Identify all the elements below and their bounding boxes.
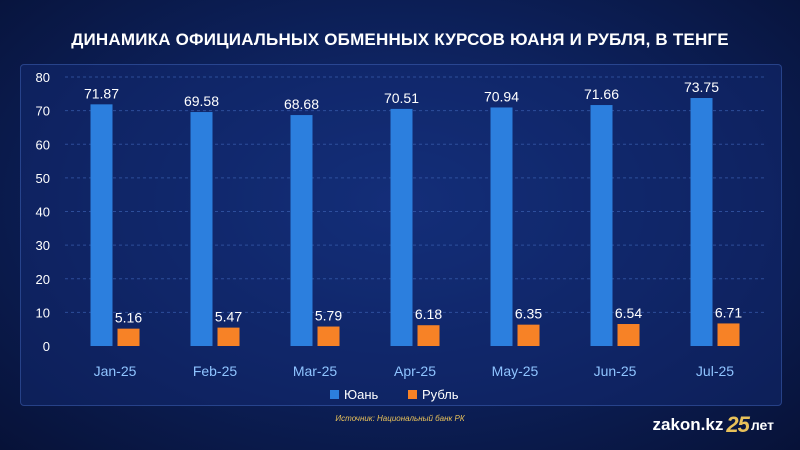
data-label-yuan: 70.51 <box>384 90 419 106</box>
source-note: Источник: Национальный банк РК <box>335 414 465 423</box>
bar-ruble <box>217 327 240 346</box>
bar-yuan <box>690 98 713 346</box>
bar-ruble <box>117 328 140 346</box>
data-label-yuan: 71.87 <box>84 85 119 101</box>
bar-yuan <box>590 105 613 347</box>
data-label-ruble: 5.79 <box>315 308 342 324</box>
x-tick-label: Jun-25 <box>594 363 637 379</box>
x-tick-label: Mar-25 <box>293 363 338 379</box>
x-tick-label: Feb-25 <box>193 363 238 379</box>
data-label-yuan: 73.75 <box>684 79 719 95</box>
y-tick-label: 80 <box>36 70 50 85</box>
bar-ruble <box>317 326 340 346</box>
y-tick-label: 70 <box>36 104 50 119</box>
bar-yuan <box>490 107 513 346</box>
x-tick-label: May-25 <box>492 363 539 379</box>
x-tick-label: Apr-25 <box>394 363 436 379</box>
data-label-ruble: 5.47 <box>215 309 242 325</box>
legend-swatch-yuan <box>330 390 339 399</box>
y-tick-label: 50 <box>36 171 50 186</box>
x-tick-label: Jan-25 <box>94 363 137 379</box>
data-label-ruble: 5.16 <box>115 310 142 326</box>
bar-ruble <box>417 325 440 346</box>
brand-logo: zakon.kz 25 лет <box>652 412 774 438</box>
legend-swatch-ruble <box>408 390 417 399</box>
chart-title: ДИНАМИКА ОФИЦИАЛЬНЫХ ОБМЕННЫХ КУРСОВ ЮАН… <box>71 30 729 49</box>
data-label-yuan: 68.68 <box>284 96 319 112</box>
y-tick-label: 0 <box>43 339 50 354</box>
legend-label-ruble: Рубль <box>422 387 459 402</box>
bar-yuan <box>290 115 313 346</box>
y-tick-label: 10 <box>36 305 50 320</box>
data-label-ruble: 6.35 <box>515 306 542 322</box>
brand-name: zakon.kz <box>652 415 724 434</box>
y-tick-label: 40 <box>36 205 50 220</box>
legend-label-yuan: Юань <box>344 387 379 402</box>
y-tick-label: 60 <box>36 137 50 152</box>
brand-suffix: лет <box>750 417 774 433</box>
bar-ruble <box>517 324 540 346</box>
data-label-yuan: 71.66 <box>584 86 619 102</box>
data-label-ruble: 6.18 <box>415 306 442 322</box>
data-label-yuan: 70.94 <box>484 88 519 104</box>
bar-yuan <box>390 108 413 346</box>
bar-yuan <box>190 112 213 346</box>
x-tick-label: Jul-25 <box>696 363 734 379</box>
data-label-ruble: 6.71 <box>715 304 742 320</box>
bar-ruble <box>617 324 640 346</box>
y-tick-label: 30 <box>36 238 50 253</box>
bar-ruble <box>717 323 740 346</box>
data-label-yuan: 69.58 <box>184 93 219 109</box>
bar-yuan <box>90 104 113 346</box>
data-label-ruble: 6.54 <box>615 305 642 321</box>
brand-anniversary-number: 25 <box>726 412 750 437</box>
y-tick-label: 20 <box>36 272 50 287</box>
